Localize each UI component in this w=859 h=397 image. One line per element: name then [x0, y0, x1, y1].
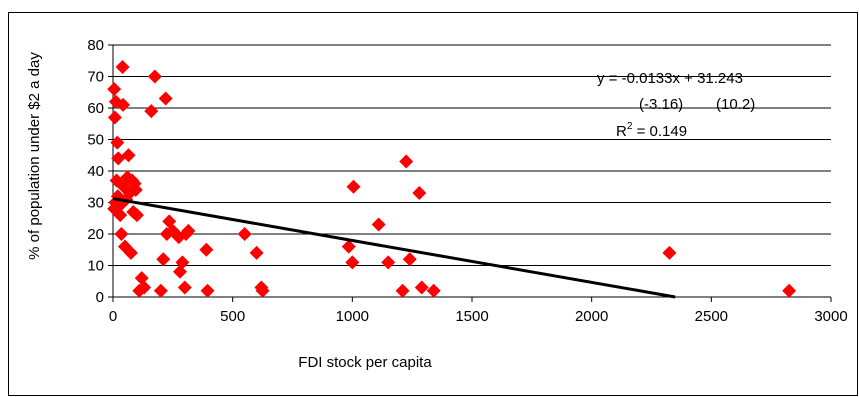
r-squared-superscript: 2 [627, 121, 633, 132]
data-point [255, 283, 270, 298]
y-tick-labels: 0 10 20 30 40 50 60 70 80 [87, 37, 104, 306]
x-tick-label: 2000 [575, 308, 608, 325]
gridlines [113, 44, 831, 266]
y-tick-label: 40 [87, 163, 104, 180]
data-point [177, 280, 192, 295]
y-tick-label: 70 [87, 69, 104, 86]
x-tick-label: 2500 [695, 308, 728, 325]
y-tick-label: 30 [87, 195, 104, 212]
data-point [153, 283, 168, 298]
y-axis-label: % of population under $2 a day [26, 52, 43, 260]
data-point [116, 97, 131, 112]
data-point [412, 186, 427, 201]
data-point [782, 283, 797, 298]
data-point [175, 255, 190, 270]
data-point [402, 252, 417, 267]
scatter-chart: 0 10 20 30 40 50 60 70 80 0 500 1000 1500 2000 2500 30… [26, 37, 848, 371]
data-point [110, 135, 125, 150]
data-point [156, 252, 171, 267]
x-tick-label: 1000 [336, 308, 369, 325]
x-tick-label: 3000 [814, 308, 847, 325]
y-tick-label: 50 [87, 132, 104, 149]
data-point [237, 227, 252, 241]
data-point [199, 242, 214, 257]
y-tick-label: 60 [87, 100, 104, 117]
data-point [173, 264, 188, 279]
data-point [144, 104, 159, 119]
tstat-slope: (-3.16) [639, 96, 683, 113]
y-tick-label: 20 [87, 226, 104, 243]
r-squared-value: = 0.149 [632, 123, 687, 140]
data-point [137, 280, 152, 295]
data-point [346, 179, 361, 194]
data-point [134, 271, 149, 286]
x-tick-label: 1500 [455, 308, 488, 325]
data-point [662, 245, 677, 260]
chart-frame: 0 10 20 30 40 50 60 70 80 0 500 1000 1500 2000 2500 30… [8, 12, 858, 396]
data-point [341, 239, 356, 254]
data-point [158, 91, 173, 106]
x-tick-label: 500 [220, 308, 245, 325]
r-squared-label: R [616, 123, 627, 140]
data-point [200, 283, 215, 298]
x-tick-label: 0 [109, 308, 117, 325]
data-point [107, 110, 122, 125]
trendline [112, 197, 676, 299]
y-tick-label: 10 [87, 258, 104, 275]
data-points [107, 60, 797, 298]
data-point [147, 69, 162, 84]
r-squared: R2 = 0.149 [616, 121, 687, 140]
x-tick-labels: 0 500 1000 1500 2000 2500 3000 [109, 308, 848, 325]
data-point [121, 148, 136, 163]
data-point [371, 217, 386, 232]
x-axis-label: FDI stock per capita [298, 354, 432, 371]
data-point [395, 283, 410, 298]
data-point [181, 223, 196, 238]
data-point [426, 283, 441, 298]
data-point [128, 182, 143, 197]
data-point [117, 239, 132, 254]
data-point [115, 60, 130, 75]
trendline-group [112, 197, 676, 299]
data-point [399, 154, 414, 169]
data-point [249, 245, 264, 260]
data-point [129, 208, 144, 223]
data-point [111, 151, 126, 166]
data-point [345, 255, 360, 270]
y-tick-label: 80 [87, 37, 104, 54]
data-point [381, 255, 396, 270]
y-tick-label: 0 [96, 289, 104, 306]
regression-equation: y = -0.0133x + 31.243 [597, 70, 743, 87]
data-point [123, 245, 138, 260]
data-point [114, 227, 129, 241]
data-point [107, 82, 122, 97]
data-point [414, 280, 429, 295]
data-point [113, 208, 128, 223]
tstat-intercept: (10.2) [716, 96, 755, 113]
